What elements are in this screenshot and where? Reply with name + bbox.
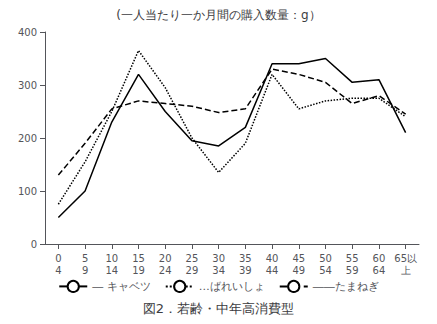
svg-text:――たまねぎ: ――たまねぎ: [313, 280, 379, 293]
svg-text:10: 10: [105, 253, 118, 264]
svg-text:35: 35: [239, 253, 252, 264]
svg-text:4: 4: [55, 265, 61, 276]
svg-text:29: 29: [186, 265, 199, 276]
svg-text:上: 上: [401, 265, 411, 276]
svg-text:30: 30: [212, 253, 225, 264]
svg-text:14: 14: [105, 265, 118, 276]
svg-text:19: 19: [132, 265, 145, 276]
svg-text:300: 300: [18, 80, 37, 91]
svg-text:20: 20: [159, 253, 172, 264]
svg-text:(一人当たり一か月間の購入数量：g）: (一人当たり一か月間の購入数量：g）: [116, 8, 320, 22]
svg-text:― キャベツ: ― キャベツ: [92, 280, 151, 293]
svg-text:44: 44: [266, 265, 279, 276]
svg-text:200: 200: [18, 133, 37, 144]
svg-text:24: 24: [159, 265, 172, 276]
svg-text:64: 64: [373, 265, 386, 276]
svg-text:5: 5: [82, 253, 88, 264]
svg-text:…ばれいしょ: …ばれいしょ: [199, 280, 265, 293]
svg-text:55: 55: [346, 253, 359, 264]
svg-text:54: 54: [319, 265, 332, 276]
svg-text:65以: 65以: [394, 253, 417, 264]
svg-text:50: 50: [319, 253, 332, 264]
svg-text:34: 34: [212, 265, 225, 276]
svg-text:49: 49: [292, 265, 305, 276]
svg-text:図2．若齢・中年高消費型: 図2．若齢・中年高消費型: [143, 301, 294, 316]
svg-text:45: 45: [292, 253, 305, 264]
svg-text:15: 15: [132, 253, 145, 264]
svg-text:9: 9: [82, 265, 88, 276]
svg-text:0: 0: [31, 239, 37, 250]
svg-text:25: 25: [186, 253, 199, 264]
svg-text:59: 59: [346, 265, 359, 276]
svg-text:0: 0: [55, 253, 61, 264]
svg-text:60: 60: [373, 253, 386, 264]
svg-text:39: 39: [239, 265, 252, 276]
svg-text:400: 400: [18, 27, 37, 38]
svg-text:40: 40: [266, 253, 279, 264]
svg-text:100: 100: [18, 186, 37, 197]
